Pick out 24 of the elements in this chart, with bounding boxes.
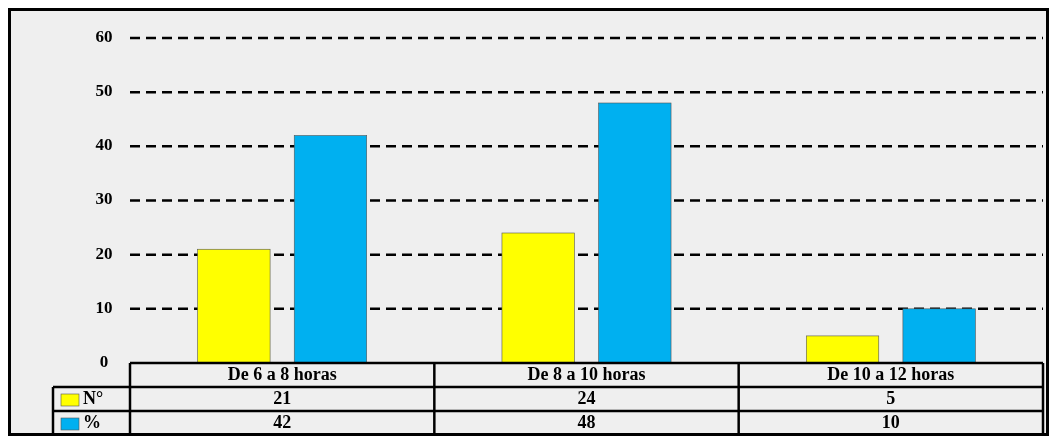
- legend-label: N°: [83, 388, 104, 409]
- y-tick-label: 40: [95, 135, 113, 155]
- data-label: 48: [577, 412, 596, 433]
- y-tick-label: 10: [95, 297, 113, 317]
- bar: [293, 135, 367, 364]
- data-label: 5: [886, 388, 896, 409]
- x-tick-label: De 8 a 10 horas: [527, 364, 646, 385]
- data-label: 42: [273, 412, 292, 433]
- bar: [902, 308, 976, 364]
- data-label: 10: [881, 412, 900, 433]
- legend-label: %: [83, 412, 101, 433]
- y-tick-label: 20: [95, 243, 113, 263]
- bar: [598, 102, 672, 364]
- y-tick-label: 30: [95, 189, 113, 209]
- bar: [197, 248, 271, 364]
- y-tick-label: 60: [95, 26, 113, 46]
- x-tick-label: De 6 a 8 horas: [227, 364, 337, 385]
- bar: [806, 335, 880, 364]
- x-tick-label: De 10 a 12 horas: [827, 364, 955, 385]
- y-tick-label: 50: [95, 81, 113, 101]
- data-label: 21: [273, 388, 292, 409]
- y-tick-label: 0: [99, 351, 109, 371]
- data-label: 24: [577, 388, 596, 409]
- bar: [501, 232, 575, 364]
